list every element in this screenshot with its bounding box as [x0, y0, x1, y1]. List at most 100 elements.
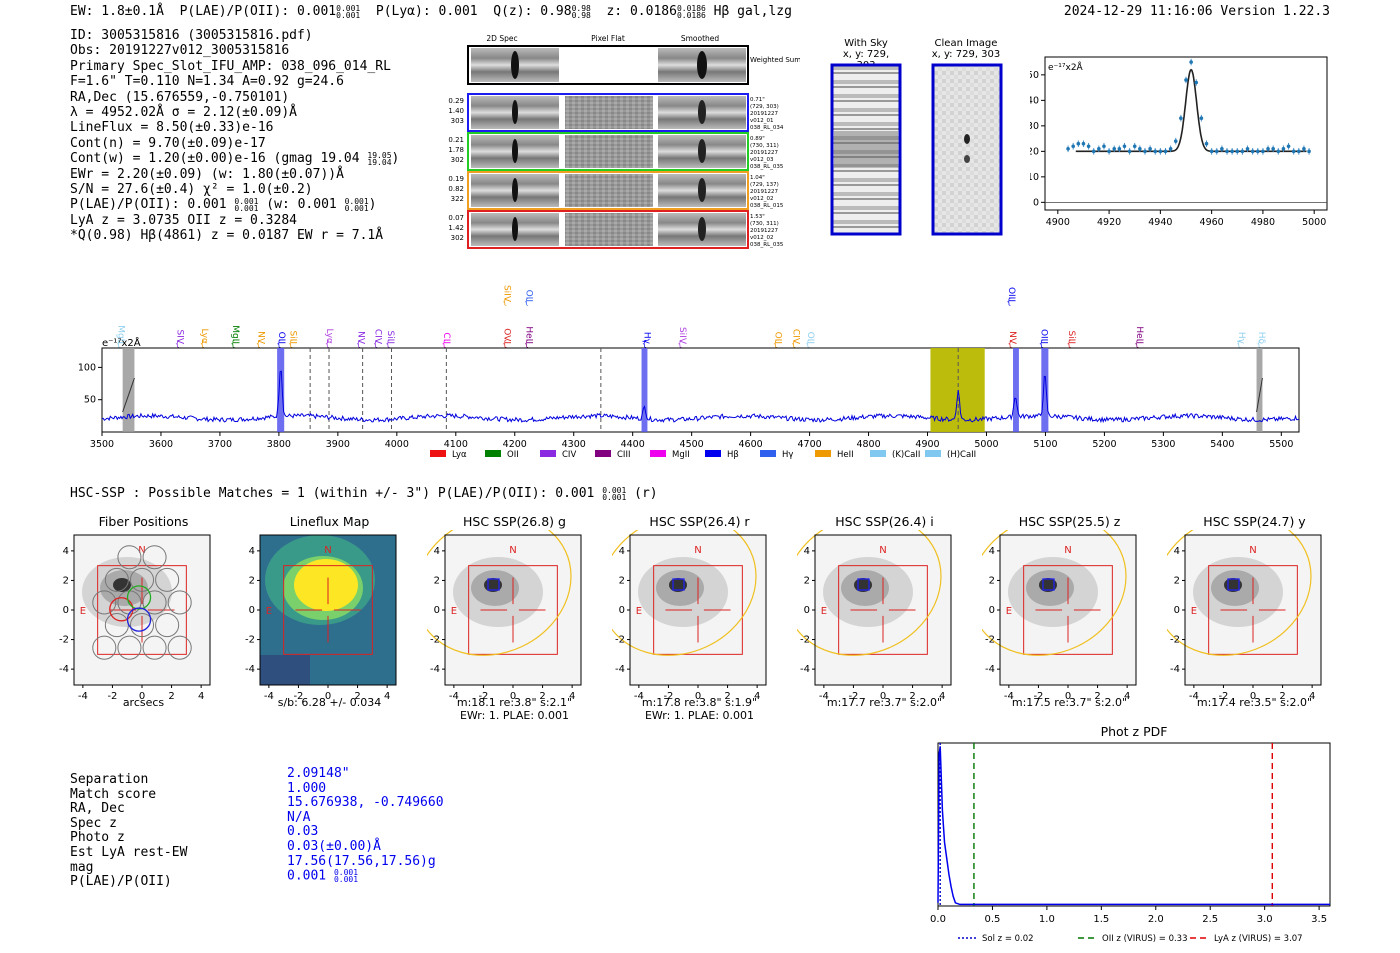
spectrum-line-label: SiII	[385, 330, 395, 344]
info-block: ID: 3005315816 (3005315816.pdf) Obs: 201…	[70, 28, 399, 244]
info-primary: Primary Spec_Slot_IFU_AMP: 038_096_014_R…	[70, 58, 391, 74]
spectrum-line-bracket: {	[805, 339, 810, 348]
zoom-point	[1184, 78, 1188, 82]
stamp-right-label: 20191227	[750, 150, 778, 156]
north-label: N	[509, 545, 516, 556]
panel-ytick-label: -2	[245, 635, 255, 646]
panel-xtick-label: -2	[1218, 691, 1228, 702]
weighted-sum-label: Weighted Sum	[750, 56, 800, 64]
photz-legend: Sol z = 0.02 OII z (VIRUS) = 0.33 LyA z (V…	[958, 934, 1303, 944]
panel-ytick-label: -4	[800, 664, 810, 675]
panel-xtick-label: -4	[78, 691, 88, 702]
panel-xtick-label: -4	[449, 691, 459, 702]
zoom-point	[1297, 149, 1301, 154]
panel-ytick-label: -4	[245, 664, 255, 675]
stamp-right-label: 20191227	[750, 189, 778, 195]
panel-xtick-label: 2	[1094, 691, 1100, 702]
panel-xtick-label: 4	[1309, 691, 1315, 702]
aperture-box	[1023, 565, 1113, 655]
panel-ytick-label: 4	[804, 546, 810, 557]
spectrum-xtick-label: 5500	[1269, 439, 1293, 450]
clean-title: Clean Image	[934, 38, 998, 49]
spectrum-xtick-label: 4600	[739, 439, 763, 450]
spectrum-line-bracket: {	[276, 339, 281, 348]
legend-swatch	[760, 450, 776, 457]
panel-ytick-label: 4	[434, 546, 440, 557]
with-sky-title: With Sky	[844, 38, 888, 49]
zoom-point	[1163, 149, 1168, 154]
stamp-line-smoothed	[698, 178, 706, 202]
spectrum-xtick-label: 4200	[503, 439, 527, 450]
legend-label: HeII	[837, 450, 854, 460]
spectrum-xtick-label: 3600	[149, 439, 173, 450]
panel-title: HSC SSP(26.4) r	[649, 514, 750, 529]
panel-caption: m:17.8 re:3.8" s:1.9"	[641, 696, 758, 709]
zoom-point	[1220, 147, 1224, 151]
spectrum-line-label: OVI	[502, 328, 512, 344]
stamp-right-label: v012_03	[750, 157, 774, 163]
panel-xtick-label: -2	[663, 691, 673, 702]
spectrum-ylabel: e⁻¹⁷x2Å	[102, 336, 141, 349]
match-value: 0.03	[287, 824, 319, 840]
spectrum-xtick-label: 4700	[797, 439, 821, 450]
spectrum-ytick-label: 100	[78, 362, 96, 373]
spectrum-line-bracket: {	[773, 339, 778, 348]
panel-ytick-label: 2	[619, 575, 625, 586]
panel-plot: N E -4 -4 -2 -2 0 0 2 2 4 4	[982, 530, 1137, 702]
stamp-left-label: 0.19	[448, 175, 464, 183]
panel-xtick-label: -4	[634, 691, 644, 702]
legend-swatch	[430, 450, 446, 457]
spectrum-line-bracket: {	[256, 339, 261, 348]
panel-caption: m:17.7 re:3.7" s:2.0"	[826, 696, 943, 709]
zoom-ylabel: e⁻¹⁷x2Å	[1048, 61, 1084, 73]
match-value: N/A	[287, 809, 311, 825]
spectrum-line-label: SiII	[288, 330, 298, 344]
zoom-point	[1179, 116, 1183, 120]
zoom-point	[1189, 60, 1193, 64]
zoom-xtick-label: 4920	[1097, 217, 1121, 228]
spectrum-line-label: NV	[255, 331, 265, 345]
spectrum-line-bracket: {	[524, 339, 529, 348]
timestamp: 2024-12-29 11:16:06 Version 1.22.3	[1063, 4, 1330, 19]
spectrum-band-hatch	[122, 377, 135, 413]
spectrum-line-bracket: {	[200, 339, 205, 348]
panel-ytick-label: -2	[985, 635, 995, 646]
zoom-point	[1302, 147, 1306, 151]
info-radec: RA,Dec (15.676559,-0.750101)	[70, 89, 290, 105]
aperture-box	[283, 565, 373, 655]
panel-title: Fiber Positions	[98, 514, 189, 529]
spectrum-line-label: OII	[276, 332, 286, 344]
hsc-ellipse	[982, 530, 1127, 656]
hsc-ellipse	[797, 530, 942, 656]
panel-title: HSC SSP(24.7) y	[1203, 514, 1306, 529]
legend-label: CIII	[617, 450, 630, 460]
stamp-right-label: 1.53"	[750, 214, 765, 220]
spectrum-line-label: MgII	[230, 325, 240, 344]
photz-chart: 0.0 0.5 1.0 1.5 2.0 2.5 3.0 3.5 Sol z = 0.02 OII…	[930, 742, 1331, 944]
col-label-2dspec: 2D Spec	[486, 34, 517, 43]
panel-xtick-label: 4	[198, 691, 204, 702]
spectrum-line-bracket: {	[1236, 339, 1241, 348]
stamp-right-label: 038_RL_035	[750, 242, 784, 248]
with-sky-image	[830, 63, 902, 236]
fiber-circle	[92, 590, 117, 615]
cutout-images	[830, 63, 1003, 236]
stamp-line	[512, 139, 518, 163]
zoom-point	[1112, 147, 1117, 151]
zoom-point	[1086, 144, 1091, 149]
panel-xtick-label: -2	[1033, 691, 1043, 702]
stamp-flat	[565, 213, 653, 246]
match-label: Separation	[70, 772, 149, 787]
panel-xtick-label: 0	[325, 691, 331, 702]
spectrum-line-bracket: {	[524, 297, 529, 306]
spectrum-line-bracket: {	[288, 339, 293, 348]
spectrum-xtick-label: 5000	[974, 439, 998, 450]
panel-ytick-label: -2	[800, 635, 810, 646]
stamp-left-label: 302	[451, 156, 464, 164]
stamp-right-label: (729, 137)	[750, 182, 779, 188]
spectrum-line-bracket: {	[1256, 339, 1261, 348]
weighted-sum-line	[511, 51, 519, 79]
spectrum-xtick-label: 4100	[444, 439, 468, 450]
zoom-xtick-label: 5000	[1302, 217, 1326, 228]
zoom-axes: 4900 4920 4940 4960 4980 5000 0 10 20 30 40 50	[1030, 70, 1327, 228]
